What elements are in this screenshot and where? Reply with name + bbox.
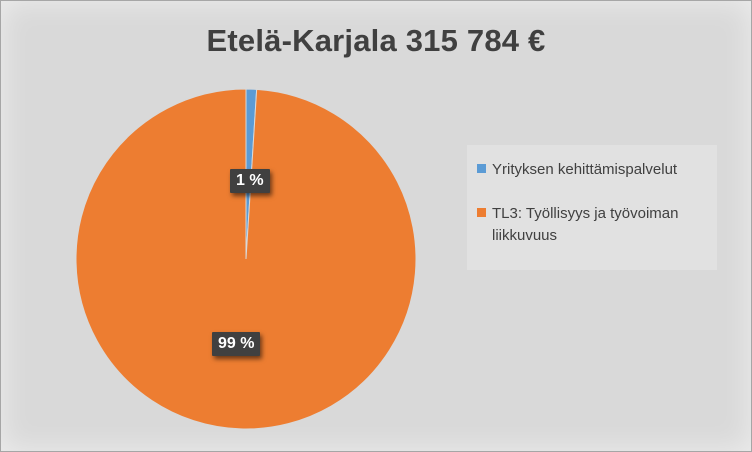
legend-item-1: Yrityksen kehittämispalvelut — [477, 159, 707, 181]
legend-label-1: Yrityksen kehittämispalvelut — [492, 161, 678, 178]
legend-swatch-2 — [477, 208, 486, 217]
pie-slice-2 — [75, 88, 417, 430]
data-label-slice-1: 1 % — [230, 169, 270, 193]
chart-legend: Yrityksen kehittämispalvelut TL3: Työlli… — [467, 145, 717, 270]
legend-item-2: TL3: Työllisyys ja työvoiman liikkuvuus — [477, 203, 707, 247]
legend-swatch-1 — [477, 164, 486, 173]
chart-title: Etelä-Karjala 315 784 € — [206, 23, 546, 58]
data-label-slice-2: 99 % — [212, 332, 261, 356]
legend-label-2: TL3: Työllisyys ja työvoiman liikkuvuus — [492, 205, 679, 244]
